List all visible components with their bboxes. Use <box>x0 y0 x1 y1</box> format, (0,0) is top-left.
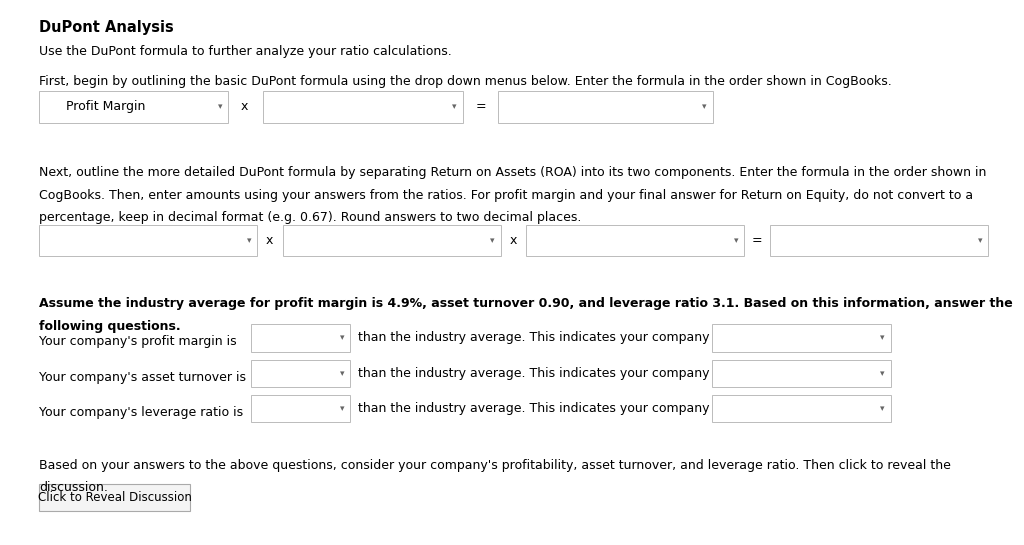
FancyBboxPatch shape <box>251 395 350 422</box>
FancyBboxPatch shape <box>712 360 891 387</box>
Text: ▾: ▾ <box>340 404 344 413</box>
Text: discussion.: discussion. <box>39 481 108 494</box>
FancyBboxPatch shape <box>39 484 190 511</box>
Text: x: x <box>510 234 517 247</box>
FancyBboxPatch shape <box>251 360 350 387</box>
Text: =: = <box>752 234 763 247</box>
Text: ▾: ▾ <box>340 334 344 342</box>
Text: ▾: ▾ <box>881 334 885 342</box>
Text: Click to Reveal Discussion: Click to Reveal Discussion <box>38 491 191 504</box>
Text: ▾: ▾ <box>247 236 251 245</box>
Text: First, begin by outlining the basic DuPont formula using the drop down menus bel: First, begin by outlining the basic DuPo… <box>39 75 892 88</box>
Text: ▾: ▾ <box>702 102 707 111</box>
Text: ▾: ▾ <box>218 102 222 111</box>
Text: following questions.: following questions. <box>39 320 180 333</box>
FancyBboxPatch shape <box>712 324 891 352</box>
FancyBboxPatch shape <box>283 225 501 256</box>
Text: ▾: ▾ <box>881 404 885 413</box>
Text: ▾: ▾ <box>881 369 885 378</box>
Text: ▾: ▾ <box>734 236 738 245</box>
Text: x: x <box>241 100 248 113</box>
Text: Your company's asset turnover is: Your company's asset turnover is <box>39 371 246 384</box>
Text: Based on your answers to the above questions, consider your company's profitabil: Based on your answers to the above quest… <box>39 459 951 472</box>
Text: =: = <box>475 100 485 113</box>
Text: Your company's leverage ratio is: Your company's leverage ratio is <box>39 406 243 419</box>
FancyBboxPatch shape <box>712 395 891 422</box>
Text: ▾: ▾ <box>490 236 495 245</box>
Text: than the industry average. This indicates your company: than the industry average. This indicate… <box>358 331 710 344</box>
FancyBboxPatch shape <box>770 225 988 256</box>
FancyBboxPatch shape <box>39 225 257 256</box>
Text: ▾: ▾ <box>340 369 344 378</box>
Text: x: x <box>266 234 273 247</box>
FancyBboxPatch shape <box>251 324 350 352</box>
Text: percentage, keep in decimal format (e.g. 0.67). Round answers to two decimal pla: percentage, keep in decimal format (e.g.… <box>39 211 582 225</box>
FancyBboxPatch shape <box>526 225 744 256</box>
Text: than the industry average. This indicates your company: than the industry average. This indicate… <box>358 367 710 380</box>
Text: ▾: ▾ <box>978 236 982 245</box>
Text: CogBooks. Then, enter amounts using your answers from the ratios. For profit mar: CogBooks. Then, enter amounts using your… <box>39 189 973 202</box>
Text: Profit Margin: Profit Margin <box>66 100 145 113</box>
FancyBboxPatch shape <box>263 91 463 123</box>
Text: Next, outline the more detailed DuPont formula by separating Return on Assets (R: Next, outline the more detailed DuPont f… <box>39 166 986 179</box>
Text: Your company's profit margin is: Your company's profit margin is <box>39 335 237 348</box>
Text: than the industry average. This indicates your company: than the industry average. This indicate… <box>358 402 710 415</box>
FancyBboxPatch shape <box>39 91 228 123</box>
Text: ▾: ▾ <box>453 102 457 111</box>
Text: Use the DuPont formula to further analyze your ratio calculations.: Use the DuPont formula to further analyz… <box>39 45 452 58</box>
Text: Assume the industry average for profit margin is 4.9%, asset turnover 0.90, and : Assume the industry average for profit m… <box>39 297 1013 310</box>
Text: DuPont Analysis: DuPont Analysis <box>39 20 174 35</box>
FancyBboxPatch shape <box>498 91 713 123</box>
